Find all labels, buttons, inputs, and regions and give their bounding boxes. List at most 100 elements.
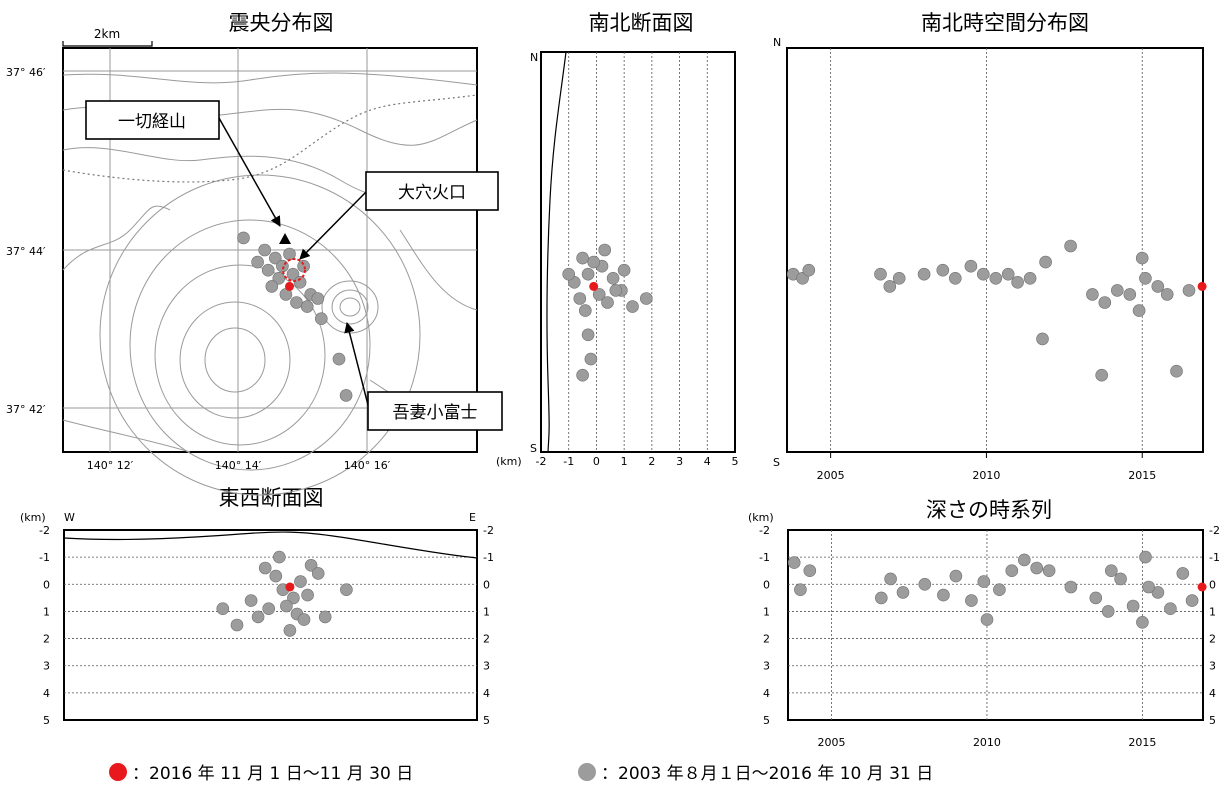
- depth-time-event-point-gray: [1151, 586, 1165, 599]
- depth-time-y-tick-label: 5: [763, 714, 770, 727]
- map-epicenter-point-red: [285, 281, 294, 291]
- depth-time-event-point-gray: [1101, 605, 1115, 618]
- map-epicenter-point-gray: [311, 292, 325, 305]
- ns-time-x-ticks: 2005 2010 2015: [817, 452, 1156, 482]
- ns-x-tick-label: -1: [563, 455, 574, 468]
- depth-time-event-point-gray: [1136, 615, 1149, 629]
- ns-time-event-point-gray: [883, 280, 897, 293]
- depth-time-y-ticks: -2 -2 -1 -1 0 0 1 1 2 2 3 3 4 4 5 5: [759, 524, 1220, 727]
- ew-hypocenter-point-gray: [262, 602, 276, 616]
- depth-time-event-point-gray: [1064, 580, 1078, 594]
- ns-hypocenter-point-gray: [576, 251, 589, 265]
- depth-time-y-tick-label: 3: [763, 660, 770, 673]
- depth-time-event-point-gray: [1142, 580, 1155, 594]
- ew-section-title: 東西断面図: [219, 486, 324, 510]
- ns-hypocenter-point-gray: [581, 328, 595, 342]
- map-points: [237, 231, 353, 402]
- depth-time-x-tick-label: 2010: [973, 736, 1001, 749]
- depth-time-x-tick-label: 2005: [818, 736, 846, 749]
- ns-time-x-tick-label: 2015: [1128, 469, 1156, 482]
- ew-hypocenter-point-gray: [269, 569, 283, 583]
- map-epicenter-point-gray: [339, 389, 353, 402]
- ns-topography-line: [546, 51, 567, 453]
- ns-time-panel: N S 2005 2010 2015: [773, 36, 1207, 482]
- ew-y-tick-label: -1: [39, 551, 50, 564]
- ew-grid: [64, 556, 477, 694]
- ns-time-event-point-gray: [1111, 284, 1124, 297]
- callout-issaikyo: 一切経山: [85, 100, 281, 227]
- depth-time-y-tick-label-right: 4: [1209, 687, 1216, 700]
- ns-time-event-point-gray: [936, 263, 950, 277]
- ew-y-tick-label-right: 4: [483, 687, 490, 700]
- ns-time-event-point-gray: [1170, 364, 1183, 378]
- ns-time-event-point-gray: [1123, 288, 1137, 301]
- ns-hypocenter-point-gray: [617, 263, 631, 277]
- ns-hypocenter-point-gray: [609, 284, 623, 297]
- ns-time-event-point-gray: [874, 267, 887, 281]
- ew-y-tick-label-right: 2: [483, 633, 490, 646]
- depth-time-y-tick-label: -2: [759, 524, 770, 537]
- depth-time-event-point-gray: [884, 572, 897, 586]
- ns-hypocenter-point-gray: [587, 255, 601, 269]
- map-epicenter-point-gray: [272, 271, 286, 285]
- scale-bar: 2km: [62, 27, 153, 47]
- legend-gray-text: ：2003 年８月１日〜2016 年 10 月 31 日: [601, 764, 933, 784]
- depth-time-event-point-gray: [1139, 550, 1152, 564]
- ns-time-event-point-gray: [1160, 288, 1174, 301]
- ew-y-tick-label: 1: [43, 605, 50, 618]
- map-contours: [62, 72, 478, 496]
- ew-hypocenter-point-gray: [311, 567, 325, 580]
- ns-time-points: [786, 239, 1207, 382]
- legend-gray-marker: [578, 763, 596, 781]
- ew-west-label: W: [64, 511, 75, 524]
- legend-red-marker: [109, 763, 127, 781]
- callout-issaikyo-label: 一切経山: [118, 112, 186, 132]
- ew-hypocenter-point-gray: [297, 613, 311, 626]
- ns-section-frame: [540, 51, 736, 453]
- ew-y-tick-label: 2: [43, 633, 50, 646]
- depth-time-frame: [787, 529, 1204, 721]
- map-epicenter-point-gray: [261, 263, 275, 277]
- ew-east-label: E: [469, 511, 476, 524]
- ns-time-event-point-gray: [1151, 280, 1165, 293]
- ns-time-event-point-gray: [1098, 296, 1112, 309]
- ns-x-tick-label: 3: [676, 455, 683, 468]
- ew-hypocenter-point-gray: [280, 599, 293, 613]
- ns-hypocenter-point-gray: [606, 271, 620, 285]
- ns-hypocenter-point-gray: [584, 352, 598, 366]
- ns-time-grid: [830, 48, 1143, 452]
- ns-time-event-point-gray: [964, 259, 978, 273]
- ns-hypocenter-point-gray: [639, 292, 653, 305]
- callout-oana: 大穴火口: [299, 171, 499, 260]
- map-y-tick: 37° 46′: [6, 66, 46, 79]
- map-epicenter-point-gray: [290, 296, 303, 309]
- depth-time-y-tick-label-right: 0: [1209, 578, 1216, 591]
- ns-time-event-point-gray: [1086, 288, 1099, 301]
- ns-hypocenter-point-gray: [573, 292, 587, 305]
- ns-section-title: 南北断面図: [589, 11, 694, 35]
- map-boundary-dotted: [62, 94, 478, 183]
- ew-y-unit: (km): [20, 511, 46, 524]
- ns-hypocenter-point-gray: [578, 304, 592, 317]
- ns-grid: [568, 52, 708, 452]
- ew-y-tick-label: 5: [43, 714, 50, 727]
- map-x-tick: 140° 14′: [215, 459, 262, 472]
- map-epicenter-point-gray: [276, 259, 289, 273]
- depth-time-x-tick-label: 2015: [1128, 736, 1156, 749]
- map-epicenter-point-gray: [300, 300, 314, 313]
- ns-time-event-point-gray: [892, 271, 906, 285]
- ew-hypocenter-point-gray: [318, 610, 332, 624]
- ns-time-x-tick-label: 2010: [972, 469, 1000, 482]
- ns-hypocenter-point-gray: [581, 267, 595, 281]
- depth-time-event-point-gray: [937, 588, 950, 602]
- ew-hypocenter-point-gray: [294, 575, 307, 588]
- map-title: 震央分布図: [229, 11, 334, 35]
- ns-north-label: N: [530, 51, 538, 64]
- ns-time-event-point-red: [1197, 281, 1207, 291]
- ew-hypocenter-point-gray: [283, 624, 297, 637]
- ew-y-tick-label-right: 5: [483, 714, 490, 727]
- ns-south-label: S: [530, 442, 537, 455]
- depth-time-title: 深さの時系列: [926, 498, 1052, 522]
- ns-time-event-point-gray: [1023, 271, 1037, 285]
